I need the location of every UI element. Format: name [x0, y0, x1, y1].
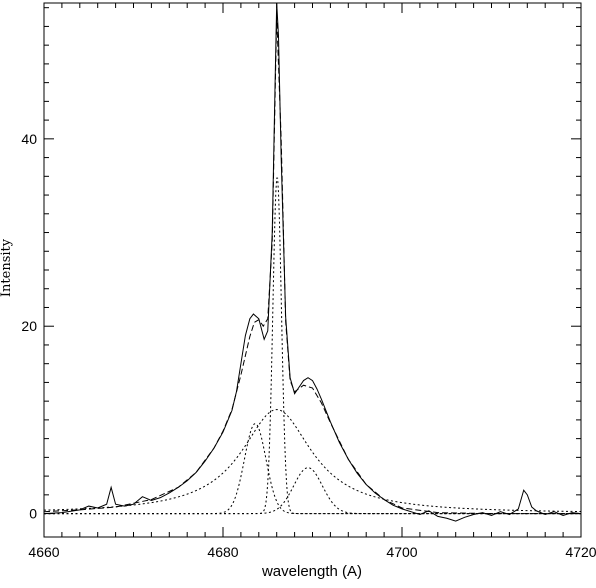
- x-tick-label: 4700: [386, 544, 417, 560]
- plot-frame: [43, 2, 582, 538]
- y-tick-label: 0: [29, 506, 37, 522]
- x-tick-label: 4680: [207, 544, 238, 560]
- y-tick-label: 20: [21, 318, 37, 334]
- fit-line: [43, 15, 581, 515]
- spectrum-line: [43, 2, 582, 522]
- component-profile-gaussian: [44, 467, 581, 515]
- component-profile-gaussian: [44, 177, 581, 515]
- x-tick-label: 4720: [565, 544, 596, 560]
- x-axis-title: wavelength (A): [261, 563, 362, 580]
- ticks-layer: 4660 4680 4700 4720 0 20 40: [21, 3, 596, 560]
- component-profile-gaussian: [44, 423, 581, 515]
- x-tick-label: 4660: [28, 544, 59, 560]
- component-profile-lorentzian: [43, 409, 582, 513]
- y-tick-label: 40: [21, 131, 37, 147]
- lines-layer: [43, 2, 582, 522]
- y-axis-title: Intensity: [0, 238, 14, 297]
